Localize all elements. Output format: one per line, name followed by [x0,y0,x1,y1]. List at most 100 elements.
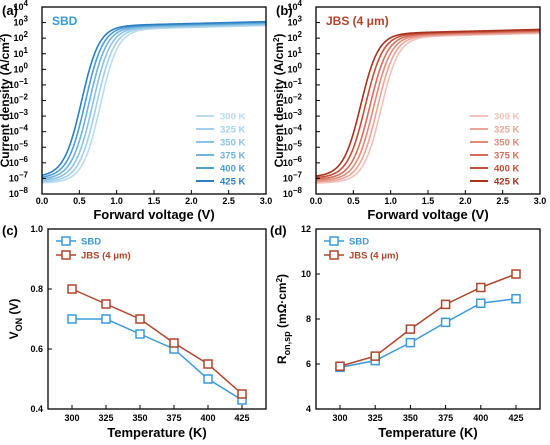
x-tick-label: 1.5 [148,196,161,206]
legend-label: 400 K [494,164,519,175]
y-tick-label: 10−1 [283,77,303,90]
x-tick-label: 3.0 [534,196,547,206]
data-point [135,329,145,339]
y-tick-label: 0.8 [30,284,43,294]
x-tick-label: 0.5 [73,196,86,206]
y-tick-label: 102 [288,30,303,43]
data-point [370,351,380,361]
x-tick-label: 0.0 [310,196,323,206]
legend-label: SBD [81,237,101,248]
legend-label: 375 K [494,151,519,162]
x-tick-label: 1.5 [422,196,435,206]
y-tick-label: 0.4 [30,404,43,414]
x-tick-label: 2.5 [496,196,509,206]
y-tick-label: 104 [288,0,303,12]
y-tick-label: 10−4 [9,124,29,137]
x-tick-label: 300 [332,413,347,423]
x-tick-label: 325 [98,413,113,423]
curve-425k [41,20,267,177]
data-point [203,374,213,384]
data-point [440,317,451,328]
y-axis-label: Current density (A/cm2) [272,34,286,168]
device-tag: JBS (4 μm) [326,14,389,28]
data-point [476,282,486,293]
x-tick-label: 400 [473,413,488,423]
x-tick-label: 350 [132,413,147,423]
y-tick-label: 10−3 [9,108,29,121]
y-tick-label: 12 [301,224,311,234]
x-tick-label: 400 [200,413,215,423]
y-tick-label: 4 [306,404,311,414]
x-tick-label: 375 [438,413,453,423]
x-tick-label: 0.5 [347,196,360,206]
legend-label: 350 K [220,138,245,149]
legend-marker [329,236,339,246]
legend-label: SBD [349,237,369,248]
data-point [440,299,451,310]
legend-label: 300 K [220,112,245,123]
y-tick-label: 102 [14,30,29,43]
panel-label: (a) [2,3,18,18]
x-tick-label: 325 [368,413,383,423]
x-tick-label: 0.0 [36,196,49,206]
x-tick-label: 3.0 [260,196,273,206]
x-tick-label: 350 [403,413,418,423]
panel-label: (d) [270,223,287,238]
y-tick-label: 10−2 [9,93,29,106]
x-axis-label: Forward voltage (V) [367,207,488,222]
legend-label: 425 K [494,177,519,188]
legend-label: 350 K [494,138,519,149]
data-point [335,361,345,371]
x-axis-label: Forward voltage (V) [93,207,214,222]
series-line [72,318,243,401]
y-tick-label: 100 [14,61,29,74]
x-tick-label: 375 [166,413,181,423]
y-tick-label: 100 [288,61,303,74]
legend-marker [61,250,71,260]
data-point [135,314,145,324]
panel-label: (c) [2,223,18,238]
legend-marker [61,236,71,246]
y-tick-label: 103 [14,15,29,28]
legend-label: 300 K [494,112,519,123]
data-point [511,294,521,304]
panel-label: (b) [276,3,293,18]
series-line [339,298,517,369]
x-tick-label: 425 [508,413,523,423]
series-line [339,273,517,367]
x-tick-label: 1.0 [384,196,397,206]
data-point [203,359,213,369]
x-tick-label: 2.5 [222,196,235,206]
legend-label: JBS (4 μm) [349,251,399,262]
y-tick-label: 10−5 [9,139,29,152]
curve-425k [315,28,541,177]
data-point [169,338,179,348]
y-tick-label: 10−8 [283,186,303,199]
y-tick-label: 6 [306,359,311,369]
data-point [511,269,521,279]
y-tick-label: 10−5 [283,139,303,152]
data-point [101,299,111,309]
y-tick-label: 10−6 [9,155,29,168]
y-tick-label: 0.6 [30,344,43,354]
data-point [237,389,247,399]
legend-label: 375 K [220,151,245,162]
axes-frame [47,228,267,410]
x-axis-label: Temperature (K) [107,425,206,440]
x-tick-label: 2.0 [185,196,198,206]
y-tick-label: 10−6 [283,155,303,168]
device-tag: SBD [52,14,78,28]
y-tick-label: 10−7 [283,170,303,183]
data-point [405,324,416,334]
y-tick-label: 10−1 [9,77,29,90]
y-tick-label: 8 [306,314,311,324]
y-tick-label: 104 [14,0,29,12]
data-point [405,337,416,348]
legend-label: JBS (4 μm) [81,251,131,262]
y-tick-label: 10−3 [283,108,303,121]
y-axis-label: Ron,sp (mΩ·cm2) [275,274,292,364]
legend-label: 325 K [220,125,245,136]
y-tick-label: 101 [288,46,303,59]
legend-label: 425 K [220,177,245,188]
